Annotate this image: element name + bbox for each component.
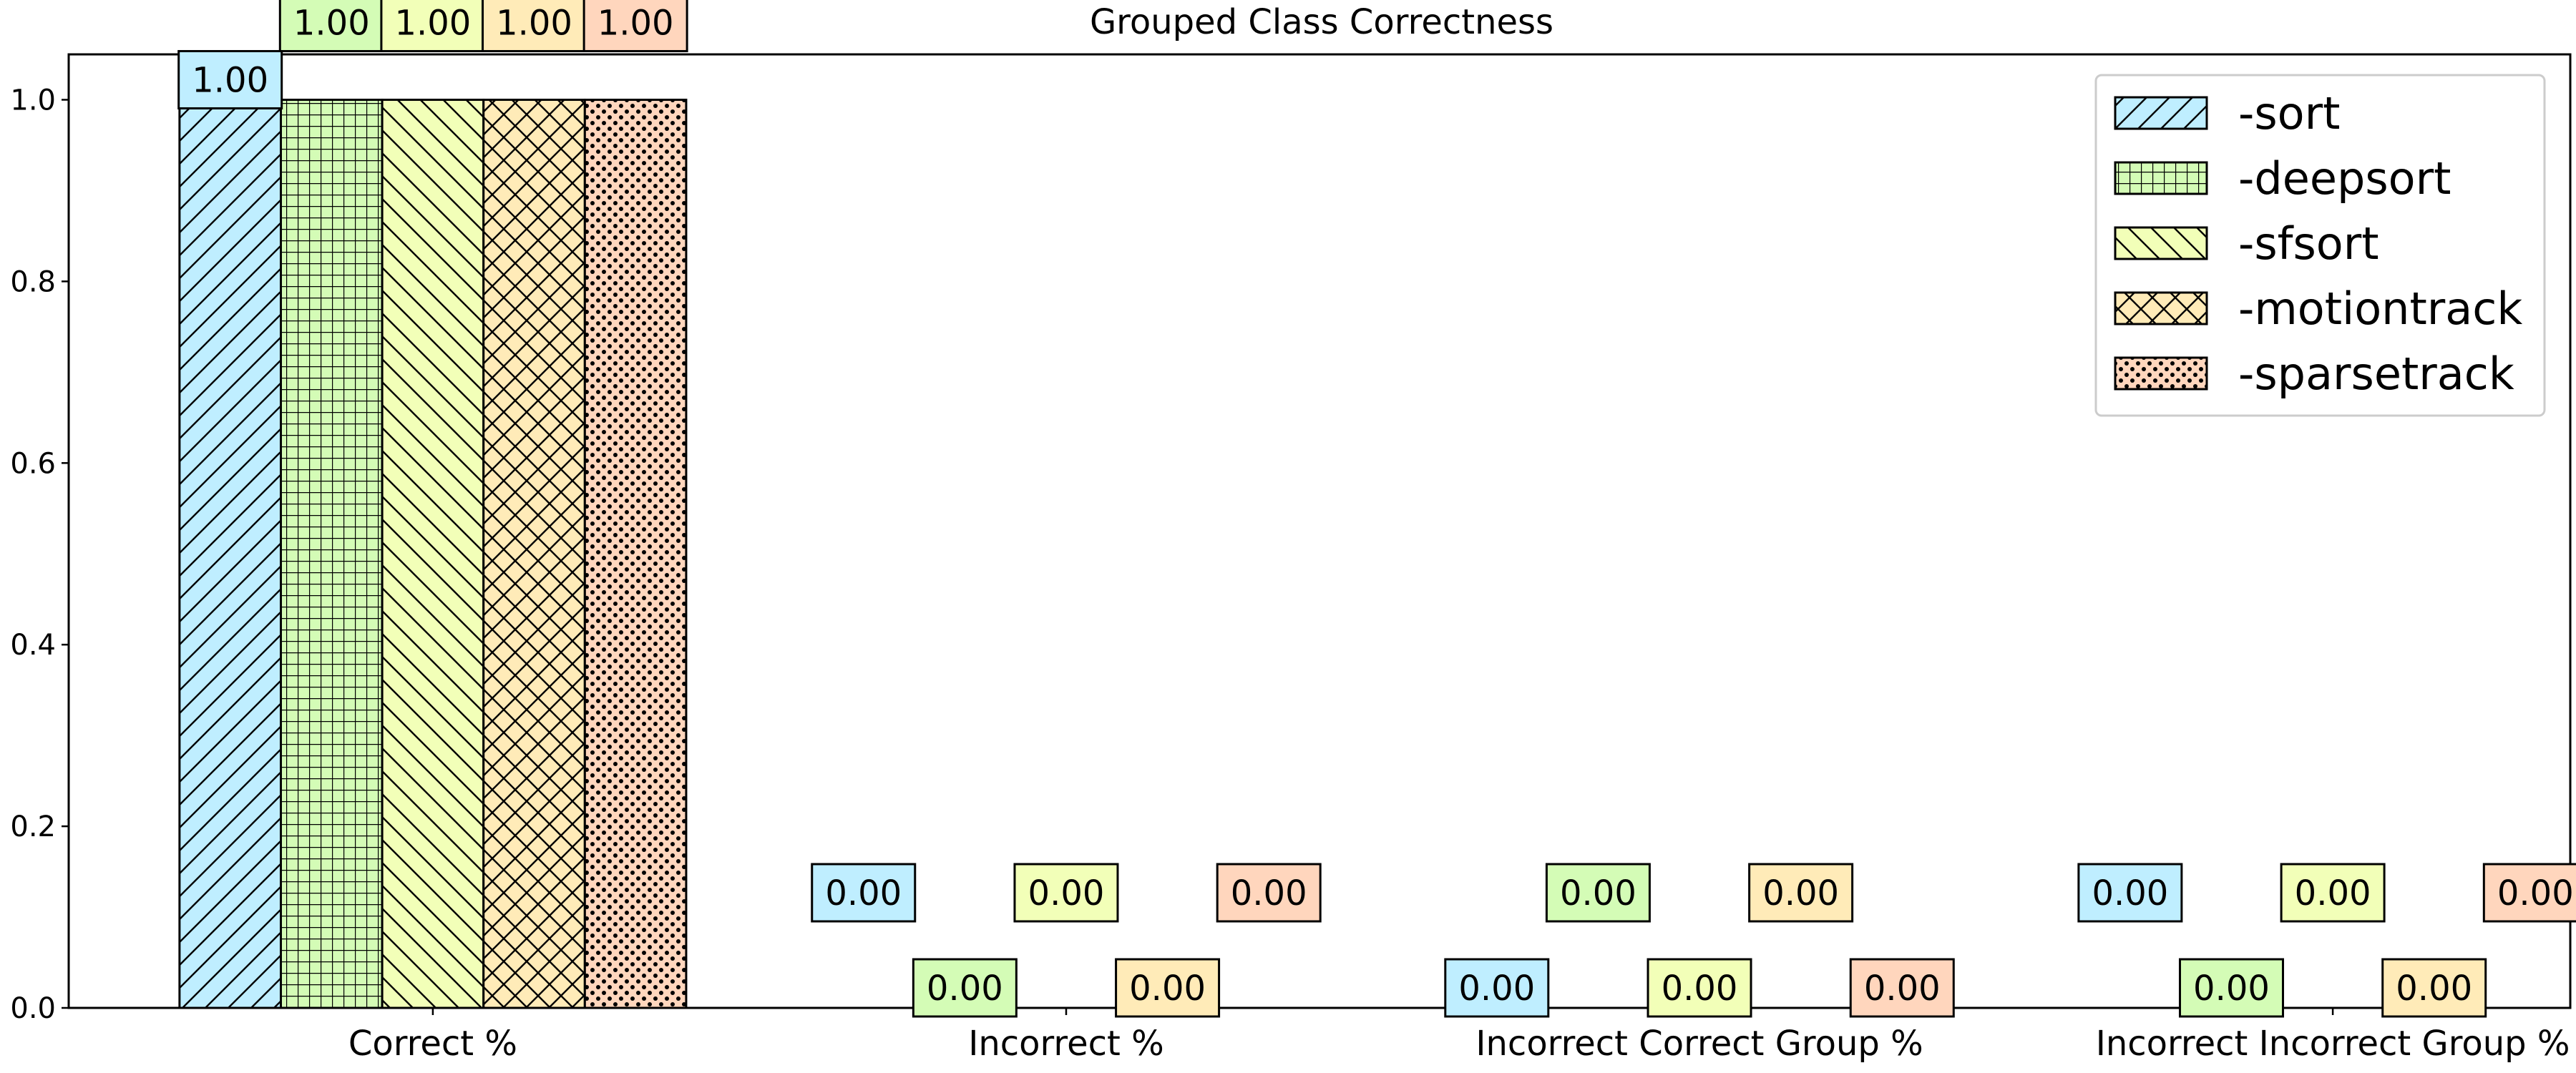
value-label-text: 1.00 [496,3,572,43]
y-tick-label: 0.8 [10,265,56,298]
value-label-text: 1.00 [293,3,370,43]
value-label: 0.00 [1545,863,1651,923]
value-label-text: 0.00 [2092,873,2168,913]
value-label: 0.00 [2381,958,2487,1018]
value-label: 0.00 [1444,958,1550,1018]
value-label: 1.00 [278,0,384,52]
legend-label: -deepsort [2238,152,2451,205]
legend-label: -sparsetrack [2238,348,2514,400]
legend-swatch-hatch [2114,161,2208,195]
value-label: 0.00 [1849,958,1955,1018]
axes-layer: 0.0 0.2 0.4 0.6 0.8 1.0 Correct % Incorrect % In… [10,53,2572,1064]
value-label-text: 0.00 [1458,969,1535,1009]
value-label-text: 0.00 [2497,873,2574,913]
chart-title: Grouped Class Correctness [1090,2,1553,42]
value-label: 0.00 [811,863,917,923]
value-label-box [2178,958,2284,1018]
value-label-text: 1.00 [394,3,471,43]
legend-label: -motiontrack [2238,283,2522,335]
bar-hatch [279,98,384,1009]
value-label-text: 1.00 [597,3,674,43]
value-label: 1.00 [582,0,688,52]
value-label-box [1216,863,1322,923]
value-label: 0.00 [1013,863,1119,923]
value-label-box [1748,863,1854,923]
value-label-box [2280,863,2386,923]
value-label-text: 0.00 [1028,873,1105,913]
y-tick-label: 0.6 [10,447,56,480]
value-label: 1.00 [177,49,283,109]
value-label-text: 0.00 [1662,969,1738,1009]
value-label-box [1646,958,1752,1018]
value-label: 0.00 [1646,958,1752,1018]
x-tick-label: Incorrect Correct Group % [1475,1024,1923,1064]
y-tick-label: 0.0 [10,992,56,1025]
value-label-box [1115,958,1221,1018]
value-label-text: 0.00 [927,969,1003,1009]
value-label: 0.00 [1748,863,1854,923]
bar-hatch [482,98,586,1009]
legend-swatch-hatch [2114,291,2208,325]
value-label: 0.00 [912,958,1018,1018]
plot-frame [67,53,2572,1009]
value-label: 1.00 [380,0,486,52]
value-label-box [582,0,688,52]
legend-swatch-hatch [2114,226,2208,260]
value-label-text: 0.00 [1560,873,1636,913]
legend-item: -deepsort [2114,152,2451,205]
value-label: 0.00 [2280,863,2386,923]
value-label-box [177,49,283,109]
value-label: 0.00 [2178,958,2284,1018]
value-label-box [2482,863,2576,923]
value-label: 0.00 [2077,863,2183,923]
value-label-text: 0.00 [825,873,902,913]
value-label-box [912,958,1018,1018]
value-label-text: 0.00 [2193,969,2270,1009]
value-label-box [2381,958,2487,1018]
value-label: 1.00 [482,0,587,52]
legend-label: -sfsort [2238,217,2379,270]
legend-item: -sort [2114,87,2340,139]
value-label-text: 0.00 [1864,969,1941,1009]
value-label-text: 0.00 [1231,873,1307,913]
value-label-box [1013,863,1119,923]
bar-hatch [178,98,282,1009]
value-label: 0.00 [1216,863,1322,923]
value-label-text: 0.00 [1129,969,1206,1009]
y-tick-label: 0.2 [10,810,56,843]
x-tick-label: Incorrect % [968,1024,1164,1064]
y-tick-label: 0.4 [10,629,56,662]
bar-hatch [583,98,688,1009]
value-label: 0.00 [1115,958,1221,1018]
value-label: 0.00 [2482,863,2576,923]
legend-item: -sparsetrack [2114,348,2514,400]
value-label-box [278,0,384,52]
legend-swatch-hatch [2114,356,2208,391]
bars-layer [178,98,688,1009]
value-label-text: 0.00 [2396,969,2472,1009]
legend: -sort -deepsort -sfsort -motiontrack -sparse… [2094,74,2546,417]
value-label-text: 1.00 [192,60,268,100]
value-label-box [380,0,486,52]
x-tick-label: Correct % [348,1024,517,1064]
legend-swatch-hatch [2114,96,2208,130]
value-labels-layer: 1.00 0.00 0.00 0.00 1.00 0.00 0.00 0.00 1.00 0.00… [177,0,2576,1018]
value-label-box [1444,958,1550,1018]
x-tick-label: Incorrect Incorrect Group % [2096,1024,2570,1064]
value-label-box [1849,958,1955,1018]
value-label-box [1545,863,1651,923]
legend-frame [2094,74,2546,417]
y-tick-label: 1.0 [10,84,56,117]
legend-item: -sfsort [2114,217,2379,270]
value-label-text: 0.00 [2295,873,2371,913]
bar-hatch [381,98,485,1009]
legend-label: -sort [2238,87,2340,139]
legend-item: -motiontrack [2114,283,2522,335]
value-label-box [2077,863,2183,923]
value-label-text: 0.00 [1762,873,1839,913]
value-label-box [811,863,917,923]
